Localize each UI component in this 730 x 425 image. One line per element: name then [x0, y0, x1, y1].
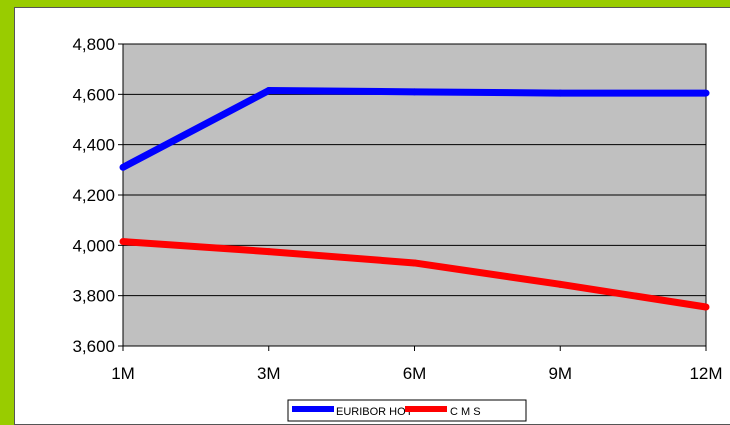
- data-point: [119, 238, 127, 246]
- series-lines: [119, 87, 710, 311]
- data-point: [556, 89, 564, 97]
- data-point: [556, 280, 564, 288]
- y-tick-label: 3,800: [72, 287, 115, 306]
- data-point: [265, 87, 273, 95]
- x-tick-label: 6M: [403, 364, 427, 383]
- data-point: [119, 163, 127, 171]
- legend: EURIBOR HOY C M S: [287, 399, 527, 422]
- legend-swatch: [292, 406, 334, 412]
- data-point: [702, 303, 710, 311]
- y-tick-label: 3,600: [72, 337, 115, 356]
- data-point: [411, 259, 418, 267]
- y-tick-label: 4,600: [72, 85, 115, 104]
- data-point: [702, 89, 710, 97]
- x-tick-label: 12M: [689, 364, 722, 383]
- legend-label: C M S: [450, 406, 481, 418]
- x-axis: 1M 3M 6M 9M 12M: [111, 346, 723, 383]
- legend-swatch: [405, 406, 447, 412]
- x-tick-label: 3M: [257, 364, 281, 383]
- y-tick-label: 4,800: [72, 35, 115, 54]
- legend-label: EURIBOR HOY: [336, 406, 414, 418]
- y-axis: 3,600 3,800 4,000 4,200 4,400 4,600 4,800: [72, 35, 123, 356]
- y-tick-label: 4,400: [72, 136, 115, 155]
- y-tick-label: 4,200: [72, 186, 115, 205]
- y-tick-label: 4,000: [72, 236, 115, 255]
- data-point: [265, 248, 273, 256]
- x-tick-label: 1M: [111, 364, 135, 383]
- x-tick-label: 9M: [548, 364, 572, 383]
- data-point: [411, 88, 418, 96]
